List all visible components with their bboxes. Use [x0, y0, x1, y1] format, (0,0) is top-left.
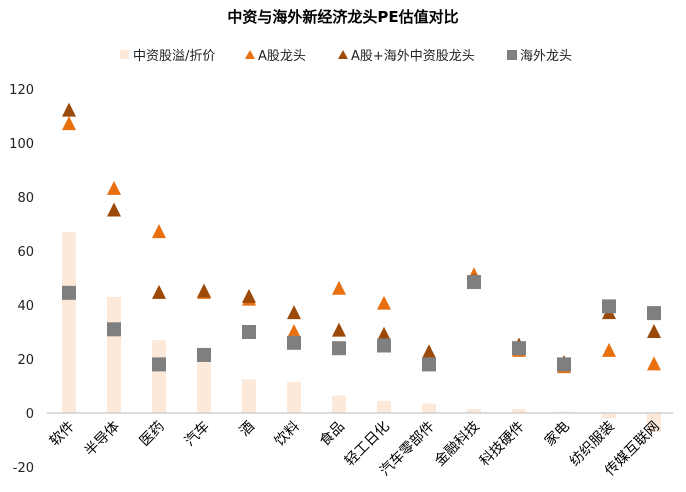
a-share-leader-marker — [62, 116, 76, 131]
bar-series — [62, 232, 661, 432]
x-tick-label: 汽车 — [181, 418, 213, 450]
premium-bar — [197, 361, 211, 413]
y-tick-label: 0 — [26, 407, 34, 422]
legend-triangle-swatch — [245, 50, 255, 59]
overseas-leader-marker — [62, 285, 76, 300]
chart-title: 中资与海外新经济龙头PE估值对比 — [227, 8, 458, 26]
x-tick-label: 食品 — [316, 418, 348, 450]
a-share-plus-overseas-marker — [287, 305, 301, 320]
a-share-plus-overseas-marker — [242, 288, 256, 303]
y-axis: -20 0 20 40 60 80 100 120 — [9, 83, 34, 476]
legend-label: 中资股溢/折价 — [133, 49, 215, 64]
overseas-leader-marker — [152, 357, 166, 372]
legend-bar-swatch — [120, 50, 129, 59]
a-share-leader-marker — [332, 280, 346, 295]
x-tick-label: 家电 — [541, 418, 573, 450]
legend-triangle-swatch — [338, 50, 348, 59]
x-tick-label: 金融科技 — [432, 419, 483, 470]
y-tick-label: 20 — [17, 353, 34, 368]
premium-bar — [512, 408, 526, 413]
legend-label: A股龙头 — [258, 49, 306, 64]
premium-bar — [377, 400, 391, 413]
premium-bar — [467, 408, 481, 413]
a-share-plus-overseas-marker — [197, 283, 211, 298]
overseas-leader-marker — [242, 325, 256, 339]
overseas-leader-marker — [287, 335, 301, 350]
legend-label: 海外龙头 — [520, 49, 572, 64]
overseas-leader-marker — [647, 306, 661, 321]
x-tick-label: 饮料 — [272, 419, 303, 450]
overseas-leader-marker — [332, 341, 346, 356]
overseas-leader-marker — [467, 275, 481, 290]
premium-bar — [152, 340, 166, 413]
x-tick-label: 软件 — [47, 419, 78, 450]
x-tick-label: 半导体 — [82, 419, 123, 460]
premium-bar — [332, 395, 346, 413]
a-share-plus-overseas-marker — [332, 322, 346, 337]
overseas-leader-marker — [377, 338, 391, 353]
a-share-plus-overseas-marker — [152, 284, 166, 299]
x-axis: 软件 半导体 医药 汽车酒饮料 食品轻工日化汽车零部件金融科技科技硬件 家电纺织服装传媒互… — [47, 418, 663, 480]
premium-bar — [422, 403, 436, 413]
overseas-leader-marker — [602, 299, 616, 314]
overseas-leader-marker — [197, 347, 211, 362]
marker-series — [62, 102, 661, 374]
y-tick-label: 60 — [17, 245, 34, 260]
legend-label: A股+海外中资股龙头 — [351, 49, 475, 64]
premium-bar — [287, 381, 301, 413]
a-share-plus-overseas-marker — [377, 326, 391, 341]
premium-bar — [647, 413, 661, 432]
premium-bar — [62, 232, 76, 413]
overseas-leader-marker — [107, 322, 121, 337]
a-share-leader-marker — [152, 224, 166, 239]
y-tick-label: 120 — [9, 83, 34, 98]
a-share-leader-marker — [377, 295, 391, 310]
premium-bar — [602, 413, 616, 419]
x-tick-label: 酒 — [237, 419, 258, 440]
y-tick-label: 40 — [17, 299, 34, 314]
legend-square-swatch — [507, 50, 517, 60]
overseas-leader-marker — [422, 357, 436, 372]
x-tick-label: 科技硬件 — [477, 419, 528, 470]
x-tick-label: 医药 — [137, 419, 168, 450]
y-tick-label: 100 — [9, 137, 34, 152]
a-share-leader-marker — [647, 356, 661, 371]
premium-bar — [107, 296, 121, 413]
overseas-leader-marker — [557, 357, 571, 372]
premium-bar — [242, 379, 256, 413]
a-share-leader-marker — [107, 180, 121, 195]
a-share-plus-overseas-marker — [647, 324, 661, 338]
y-tick-label: -20 — [13, 461, 34, 476]
y-tick-label: 80 — [17, 191, 34, 206]
a-share-leader-marker — [287, 324, 301, 338]
a-share-plus-overseas-marker — [422, 344, 436, 359]
a-share-leader-marker — [602, 342, 616, 357]
a-share-plus-overseas-marker — [62, 102, 76, 117]
overseas-leader-marker — [512, 341, 526, 356]
legend: 中资股溢/折价 A股龙头 A股+海外中资股龙头 海外龙头 — [120, 49, 572, 64]
a-share-plus-overseas-marker — [107, 202, 121, 217]
